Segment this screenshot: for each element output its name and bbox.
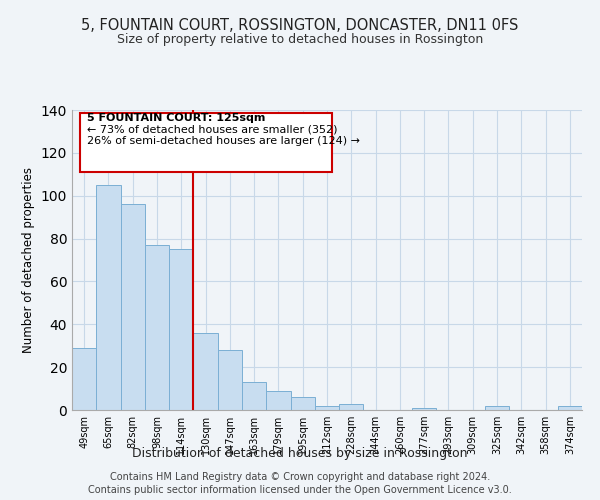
Bar bbox=[558, 406, 582, 410]
Bar bbox=[315, 406, 339, 410]
Text: 5, FOUNTAIN COURT, ROSSINGTON, DONCASTER, DN11 0FS: 5, FOUNTAIN COURT, ROSSINGTON, DONCASTER… bbox=[82, 18, 518, 32]
Text: Distribution of detached houses by size in Rossington: Distribution of detached houses by size … bbox=[132, 448, 468, 460]
Bar bbox=[121, 204, 145, 410]
Text: Contains HM Land Registry data © Crown copyright and database right 2024.: Contains HM Land Registry data © Crown c… bbox=[110, 472, 490, 482]
Text: Size of property relative to detached houses in Rossington: Size of property relative to detached ho… bbox=[117, 32, 483, 46]
Bar bbox=[193, 333, 218, 410]
Bar bbox=[266, 390, 290, 410]
Bar bbox=[96, 185, 121, 410]
Bar bbox=[339, 404, 364, 410]
Text: 5 FOUNTAIN COURT: 125sqm: 5 FOUNTAIN COURT: 125sqm bbox=[88, 113, 266, 123]
Bar bbox=[169, 250, 193, 410]
Bar bbox=[72, 348, 96, 410]
Y-axis label: Number of detached properties: Number of detached properties bbox=[22, 167, 35, 353]
Bar bbox=[412, 408, 436, 410]
Bar bbox=[290, 397, 315, 410]
Bar bbox=[218, 350, 242, 410]
Text: Contains public sector information licensed under the Open Government Licence v3: Contains public sector information licen… bbox=[88, 485, 512, 495]
Bar bbox=[242, 382, 266, 410]
FancyBboxPatch shape bbox=[80, 113, 332, 172]
Text: ← 73% of detached houses are smaller (352)
26% of semi-detached houses are large: ← 73% of detached houses are smaller (35… bbox=[88, 113, 360, 146]
Bar bbox=[145, 245, 169, 410]
Bar bbox=[485, 406, 509, 410]
